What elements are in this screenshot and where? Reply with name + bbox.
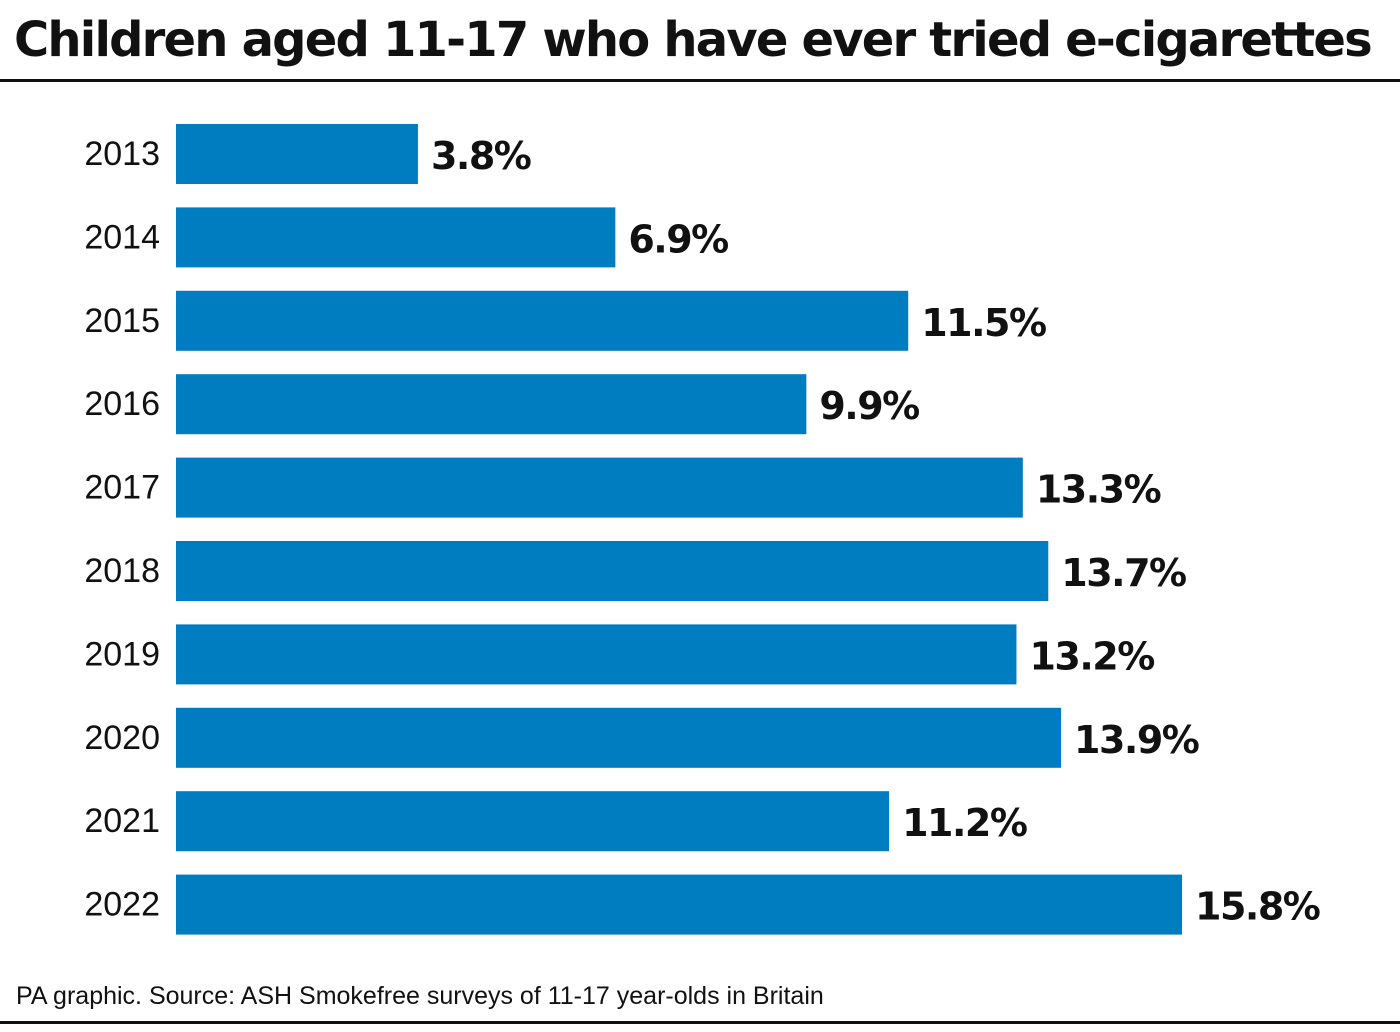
category-label-2014: 2014	[84, 218, 160, 256]
category-label-2021: 2021	[84, 802, 160, 840]
value-label-2013: 3.8%	[431, 134, 531, 178]
bottom-rule	[0, 1021, 1400, 1024]
value-label-2021: 11.2%	[902, 801, 1027, 845]
category-label-2017: 2017	[84, 469, 160, 507]
value-label-2020: 13.9%	[1074, 718, 1199, 762]
value-label-2016: 9.9%	[819, 384, 919, 428]
top-rule	[0, 79, 1400, 82]
value-label-2018: 13.7%	[1061, 551, 1186, 595]
bar-2022	[176, 874, 1182, 935]
bar-2013	[176, 124, 418, 184]
value-label-2015: 11.5%	[921, 301, 1046, 345]
category-label-2013: 2013	[84, 135, 160, 173]
bar-2020	[176, 707, 1062, 768]
value-label-2019: 13.2%	[1029, 634, 1154, 678]
category-label-2020: 2020	[84, 719, 160, 757]
bar-2019	[176, 624, 1017, 685]
chart-title: Children aged 11-17 who have ever tried …	[14, 12, 1373, 68]
bar-2015	[176, 290, 909, 351]
value-label-2017: 13.3%	[1036, 468, 1161, 512]
bar-2016	[176, 374, 807, 435]
bar-2018	[176, 541, 1049, 601]
value-label-2014: 6.9%	[628, 217, 728, 261]
bar-2017	[176, 457, 1023, 518]
source-note: PA graphic. Source: ASH Smokefree survey…	[16, 982, 824, 1010]
category-label-2022: 2022	[84, 886, 160, 924]
category-label-2015: 2015	[84, 302, 160, 340]
value-label-2022: 15.8%	[1195, 885, 1320, 929]
bar-2021	[176, 791, 890, 852]
bar-chart: 2013 3.8% 2014 6.9% 2015 11.5% 2016 9.9% 2017 13.…	[84, 124, 1321, 935]
category-label-2018: 2018	[84, 552, 160, 590]
bar-2014	[176, 207, 616, 268]
category-label-2019: 2019	[84, 635, 160, 673]
category-label-2016: 2016	[84, 385, 160, 423]
